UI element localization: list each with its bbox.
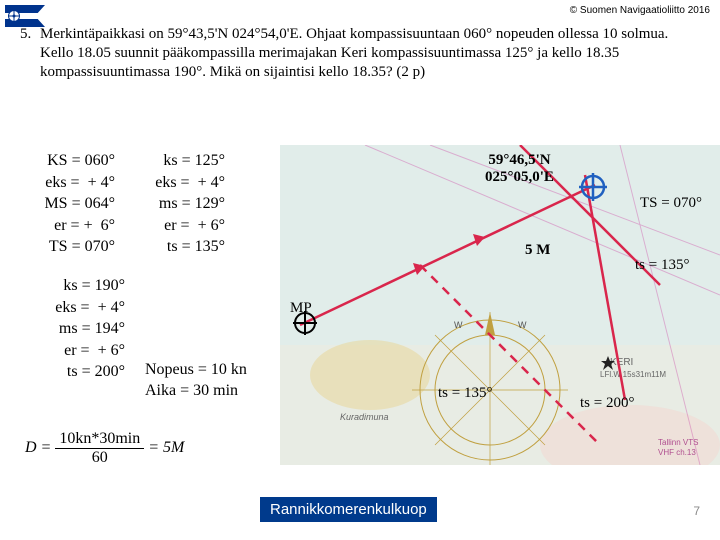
speed-time: Nopeus = 10 kn Aika = 30 min	[145, 360, 247, 402]
calc-block-3: ks = 190° eks = + 4° ms = 194° er = + 6°…	[35, 275, 125, 383]
svg-text:LFl.W.15s31m11M: LFl.W.15s31m11M	[600, 370, 666, 379]
label-5m: 5 M	[525, 242, 550, 259]
svg-text:KERI: KERI	[610, 357, 633, 368]
svg-text:W: W	[518, 320, 527, 330]
logo-pennant	[5, 5, 45, 27]
question-text: Merkintäpaikkasi on 59°43,5'N 024°54,0'E…	[40, 26, 668, 80]
calc-block-2: ks = 125° eks = + 4° ms = 129° er = + 6°…	[135, 150, 225, 258]
copyright-text: © Suomen Navigaatioliitto 2016	[570, 5, 710, 16]
distance-formula: D = 10kn*30min60 = 5M	[25, 430, 184, 467]
svg-text:VHF ch.13: VHF ch.13	[658, 448, 696, 457]
question-number: 5.	[20, 25, 31, 44]
label-mp: MP	[290, 300, 312, 317]
label-ts200: ts = 200°	[580, 395, 634, 412]
page-number: 7	[693, 504, 700, 518]
svg-text:Tallinn VTS: Tallinn VTS	[658, 438, 698, 447]
svg-text:W: W	[454, 320, 463, 330]
question-block: 5. Merkintäpaikkasi on 59°43,5'N 024°54,…	[40, 25, 705, 81]
label-ts135-mid: ts = 135°	[438, 385, 492, 402]
label-ts135-right: ts = 135°	[635, 257, 689, 274]
svg-text:Kuradimuna: Kuradimuna	[340, 412, 389, 422]
fix-coordinates: 59°46,5'N 025°05,0'E	[485, 152, 554, 187]
nautical-chart: W W KERI LFl.W.15s31m11M Kuradimuna Tall…	[280, 145, 720, 465]
calc-block-1: KS = 060° eks = + 4° MS = 064° er = + 6°…	[20, 150, 115, 258]
label-ts070: TS = 070°	[640, 195, 702, 212]
footer-banner: Rannikkomerenkulkuop	[260, 497, 437, 522]
